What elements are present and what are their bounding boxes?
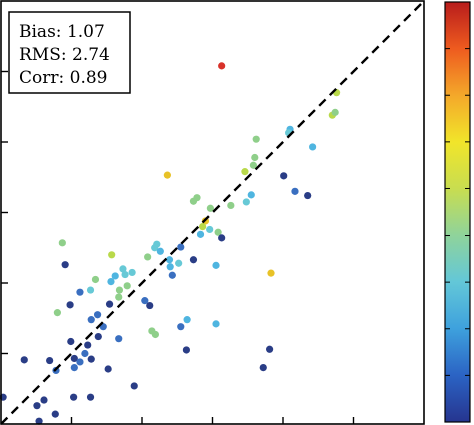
data-point-50 (86, 286, 95, 294)
points-layer (0, 62, 341, 425)
data-point-27 (218, 234, 226, 242)
data-point-69 (67, 337, 75, 346)
data-point-62 (183, 316, 191, 324)
data-point-21 (242, 198, 250, 206)
data-point-55 (105, 300, 114, 308)
stat-rms-label: RMS: (19, 45, 67, 65)
data-point-88 (33, 402, 41, 410)
data-point-7 (252, 135, 260, 143)
data-point-74 (70, 354, 78, 363)
data-point-70 (84, 341, 92, 349)
data-point-81 (104, 365, 112, 373)
data-point-85 (40, 396, 48, 404)
data-point-33 (156, 247, 164, 255)
data-point-14 (291, 187, 299, 195)
data-point-8 (309, 143, 317, 151)
data-point-41 (168, 271, 176, 279)
data-point-89 (51, 410, 59, 418)
one-to-one-reference-line (0, 0, 425, 425)
data-point-31 (58, 239, 66, 247)
stat-rms: RMS: 2.74 (19, 45, 110, 65)
data-point-12 (163, 171, 171, 179)
data-point-54 (66, 301, 74, 309)
data-point-86 (70, 393, 78, 401)
stat-rms-value: 2.74 (72, 45, 110, 65)
data-point-83 (130, 382, 138, 390)
data-point-79 (70, 364, 78, 372)
data-point-66 (148, 327, 156, 335)
data-point-1 (218, 62, 226, 70)
colorbar-ticks (445, 48, 470, 376)
data-point-52 (76, 288, 84, 296)
data-point-25 (206, 225, 214, 234)
data-point-13 (280, 172, 288, 180)
stat-bias-label: Bias: (19, 22, 62, 42)
data-point-75 (76, 358, 84, 366)
data-point-36 (108, 251, 116, 259)
axis-ticks (1, 70, 355, 424)
colorbar (444, 1, 471, 423)
stat-corr: Corr: 0.89 (19, 68, 108, 88)
data-point-9 (251, 153, 259, 162)
data-point-64 (212, 320, 220, 328)
data-point-46 (111, 272, 119, 280)
data-point-40 (267, 269, 275, 277)
data-point-47 (107, 277, 115, 286)
data-point-67 (94, 332, 102, 341)
data-point-28 (177, 243, 185, 251)
data-point-24 (214, 228, 222, 236)
data-point-11 (249, 161, 257, 169)
data-point-48 (123, 282, 131, 290)
data-point-38 (166, 263, 174, 271)
data-point-76 (87, 355, 95, 363)
stat-corr-value: 0.89 (70, 68, 108, 88)
data-point-16 (247, 191, 255, 199)
data-point-44 (128, 268, 136, 277)
data-point-26 (196, 230, 205, 238)
data-point-37 (175, 259, 183, 267)
data-point-15 (304, 191, 312, 200)
stat-corr-label: Corr: (19, 68, 64, 88)
data-point-59 (53, 309, 62, 317)
data-point-43 (119, 265, 127, 273)
data-point-34 (165, 256, 174, 264)
data-point-60 (87, 316, 95, 324)
stats-box-frame (8, 11, 131, 94)
data-point-56 (141, 297, 149, 305)
stats-box: Bias: 1.07 RMS: 2.74 Corr: 0.89 (8, 11, 131, 94)
data-point-51 (115, 286, 124, 294)
data-point-42 (61, 261, 69, 269)
data-point-4 (331, 108, 339, 116)
data-point-57 (146, 301, 154, 310)
data-point-72 (182, 346, 191, 354)
data-point-23 (199, 223, 207, 231)
data-point-30 (189, 256, 198, 264)
data-point-53 (115, 293, 123, 301)
stat-bias: Bias: 1.07 (19, 22, 105, 42)
data-point-19 (206, 204, 214, 212)
data-point-32 (151, 244, 159, 252)
data-point-82 (259, 364, 267, 372)
data-point-39 (212, 261, 220, 269)
data-point-68 (115, 335, 123, 343)
data-point-78 (46, 356, 54, 365)
data-point-20 (227, 201, 235, 210)
data-point-73 (266, 345, 274, 353)
data-point-77 (20, 356, 28, 364)
data-point-45 (121, 270, 129, 279)
data-point-58 (93, 311, 102, 319)
data-point-35 (144, 253, 152, 261)
stat-bias-value: 1.07 (67, 22, 105, 42)
data-point-71 (81, 349, 89, 358)
data-point-63 (177, 323, 185, 331)
data-point-90 (35, 417, 43, 425)
data-point-87 (86, 393, 95, 401)
data-point-18 (189, 197, 198, 205)
data-point-10 (241, 168, 249, 176)
data-point-49 (91, 275, 100, 284)
